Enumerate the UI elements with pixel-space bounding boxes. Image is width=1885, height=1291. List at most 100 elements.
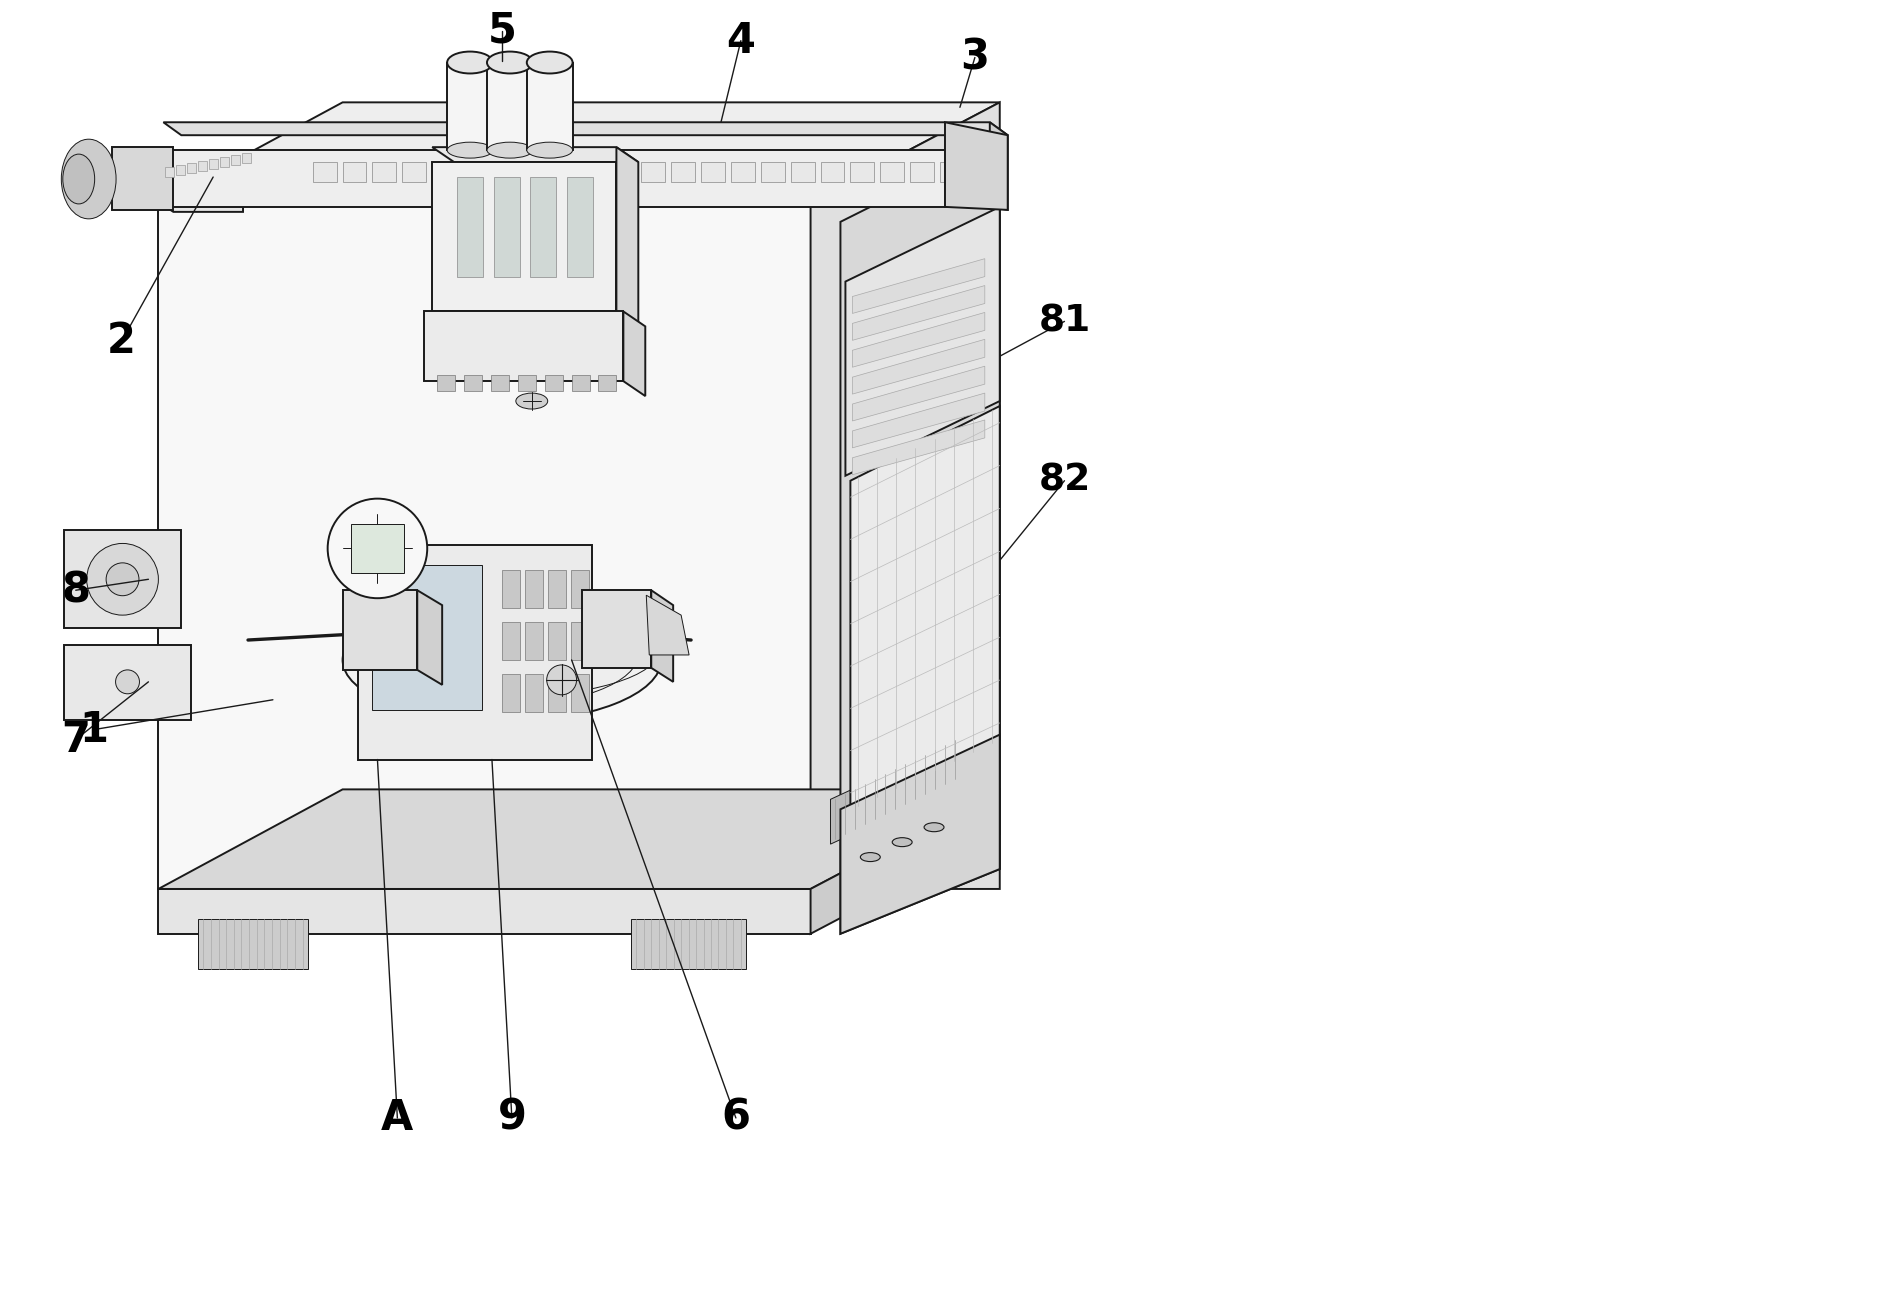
Polygon shape (841, 735, 999, 933)
Polygon shape (432, 163, 616, 311)
Polygon shape (494, 177, 520, 276)
Ellipse shape (516, 392, 549, 409)
Ellipse shape (547, 665, 577, 695)
Polygon shape (571, 622, 588, 660)
Polygon shape (402, 163, 426, 182)
Polygon shape (241, 154, 251, 163)
Polygon shape (524, 622, 543, 660)
Polygon shape (941, 163, 963, 182)
Polygon shape (790, 163, 814, 182)
Polygon shape (158, 789, 999, 889)
Polygon shape (417, 590, 443, 684)
Ellipse shape (447, 52, 494, 74)
Ellipse shape (526, 142, 573, 158)
Ellipse shape (115, 670, 139, 693)
Polygon shape (518, 376, 535, 391)
Polygon shape (432, 163, 456, 182)
Polygon shape (187, 163, 196, 173)
Polygon shape (850, 407, 999, 809)
Polygon shape (486, 62, 533, 150)
Polygon shape (522, 163, 547, 182)
Polygon shape (549, 674, 566, 711)
Polygon shape (990, 123, 1008, 210)
Polygon shape (373, 565, 483, 710)
Polygon shape (221, 158, 230, 167)
Polygon shape (432, 147, 639, 163)
Polygon shape (111, 147, 173, 210)
Polygon shape (811, 102, 999, 889)
Ellipse shape (87, 544, 158, 615)
Polygon shape (549, 622, 566, 660)
Polygon shape (232, 155, 239, 165)
Ellipse shape (486, 52, 533, 74)
Polygon shape (582, 590, 650, 667)
Polygon shape (910, 163, 935, 182)
Text: 2: 2 (107, 320, 136, 363)
Polygon shape (464, 376, 483, 391)
Polygon shape (852, 367, 984, 421)
Polygon shape (164, 150, 990, 207)
Polygon shape (424, 311, 624, 381)
Polygon shape (501, 622, 520, 660)
Polygon shape (545, 376, 562, 391)
Polygon shape (762, 163, 784, 182)
Polygon shape (177, 165, 185, 176)
Polygon shape (501, 674, 520, 711)
Polygon shape (462, 163, 486, 182)
Text: 81: 81 (1039, 303, 1091, 340)
Polygon shape (844, 207, 999, 476)
Polygon shape (944, 123, 1008, 210)
Polygon shape (852, 340, 984, 394)
Text: 8: 8 (60, 569, 90, 611)
Polygon shape (880, 163, 905, 182)
Polygon shape (852, 420, 984, 475)
Ellipse shape (62, 139, 117, 219)
Polygon shape (343, 163, 366, 182)
Ellipse shape (62, 154, 94, 204)
Polygon shape (631, 919, 746, 968)
Polygon shape (437, 376, 454, 391)
Polygon shape (552, 163, 575, 182)
Polygon shape (852, 392, 984, 448)
Polygon shape (158, 889, 811, 933)
Ellipse shape (447, 142, 494, 158)
Polygon shape (650, 590, 673, 682)
Polygon shape (64, 531, 181, 629)
Polygon shape (852, 312, 984, 367)
Polygon shape (571, 674, 588, 711)
Polygon shape (501, 571, 520, 608)
Polygon shape (351, 524, 403, 573)
Polygon shape (582, 163, 605, 182)
Polygon shape (841, 142, 999, 933)
Polygon shape (530, 177, 556, 276)
Text: 82: 82 (1039, 462, 1091, 498)
Polygon shape (198, 161, 207, 170)
Polygon shape (64, 646, 190, 719)
Ellipse shape (328, 498, 428, 598)
Polygon shape (524, 674, 543, 711)
Polygon shape (598, 376, 616, 391)
Polygon shape (524, 571, 543, 608)
Ellipse shape (486, 142, 533, 158)
Polygon shape (373, 163, 396, 182)
Polygon shape (571, 571, 588, 608)
Polygon shape (852, 258, 984, 314)
Polygon shape (164, 123, 1008, 136)
Polygon shape (624, 311, 645, 396)
Polygon shape (641, 163, 665, 182)
Polygon shape (701, 163, 726, 182)
Polygon shape (447, 62, 494, 150)
Polygon shape (567, 177, 592, 276)
Text: 4: 4 (726, 19, 756, 62)
Polygon shape (158, 201, 811, 889)
Ellipse shape (892, 838, 912, 847)
Polygon shape (158, 158, 322, 212)
Ellipse shape (106, 563, 139, 595)
Polygon shape (198, 919, 307, 968)
Text: 1: 1 (79, 709, 107, 750)
Polygon shape (671, 163, 696, 182)
Polygon shape (647, 595, 690, 655)
Polygon shape (166, 167, 173, 177)
Polygon shape (526, 62, 573, 150)
Polygon shape (209, 159, 219, 169)
